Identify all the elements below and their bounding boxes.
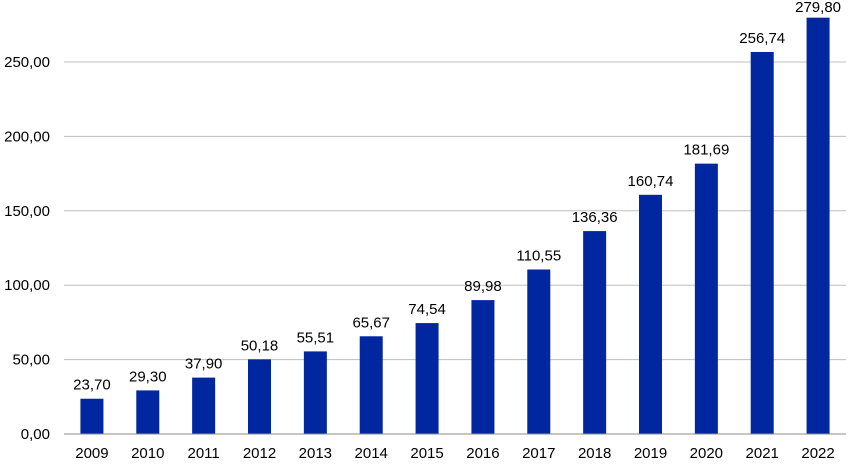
x-tick-label-2012: 2012 — [243, 445, 276, 462]
data-label-2010: 29,30 — [129, 368, 167, 385]
bar-2020 — [694, 163, 718, 435]
data-label-2013: 55,51 — [297, 329, 335, 346]
data-label-2021: 256,74 — [739, 30, 785, 47]
data-labels: 23,70 29,30 37,90 50,18 55,51 65,67 74,54 89,98… — [73, 0, 841, 394]
data-label-2012: 50,18 — [241, 337, 279, 354]
data-label-2011: 37,90 — [185, 356, 223, 373]
y-tick-label: 150,00 — [4, 203, 50, 220]
bar-2011 — [192, 377, 216, 434]
x-tick-label-2021: 2021 — [746, 445, 779, 462]
bar-2014 — [359, 336, 383, 434]
y-tick-label: 200,00 — [4, 128, 50, 145]
x-tick-label-2014: 2014 — [355, 445, 388, 462]
data-label-2019: 160,74 — [628, 173, 674, 190]
x-tick-label-2010: 2010 — [131, 445, 164, 462]
x-tick-label-2016: 2016 — [466, 445, 499, 462]
bar-2017 — [527, 269, 551, 434]
data-label-2017: 110,55 — [516, 248, 561, 265]
bar-2009 — [80, 398, 104, 434]
x-tick-label-2015: 2015 — [410, 445, 443, 462]
bar-2019 — [639, 194, 662, 434]
y-tick-label: 0,00 — [21, 426, 50, 443]
x-tick-label-2018: 2018 — [578, 445, 611, 462]
x-tick-label-2017: 2017 — [522, 445, 555, 462]
data-label-2009: 23,70 — [73, 377, 111, 394]
y-tick-label: 250,00 — [4, 54, 50, 71]
bar-2010 — [136, 390, 160, 434]
x-tick-label-2011: 2011 — [188, 445, 220, 462]
x-tick-label-2019: 2019 — [634, 445, 667, 462]
x-tick-label-2022: 2022 — [801, 445, 834, 462]
bar-2015 — [415, 323, 439, 434]
bar-2016 — [471, 300, 495, 434]
y-tick-label: 50,00 — [12, 352, 50, 369]
data-label-2014: 65,67 — [352, 314, 390, 331]
gridlines — [64, 61, 846, 361]
x-axis-ticks: 2009 2010 2011 2012 2013 2014 2015 2016 2017 2018… — [75, 445, 835, 462]
data-label-2018: 136,36 — [572, 209, 618, 226]
y-axis-ticks: 0,00 50,00 100,00 150,00 200,00 250,00 — [4, 54, 50, 443]
bar-2013 — [303, 351, 327, 434]
data-label-2015: 74,54 — [408, 301, 446, 318]
bar-2018 — [583, 231, 607, 434]
y-tick-label: 100,00 — [4, 277, 50, 294]
data-label-2022: 279,80 — [795, 0, 841, 16]
x-tick-label-2020: 2020 — [690, 445, 723, 462]
data-label-2016: 89,98 — [464, 278, 502, 295]
x-tick-label-2009: 2009 — [75, 445, 108, 462]
bar-2021 — [750, 51, 774, 434]
bars — [80, 17, 830, 435]
bar-2022 — [806, 17, 830, 435]
data-label-2020: 181,69 — [683, 142, 729, 159]
bar-2012 — [248, 359, 271, 434]
x-tick-label-2013: 2013 — [299, 445, 332, 462]
